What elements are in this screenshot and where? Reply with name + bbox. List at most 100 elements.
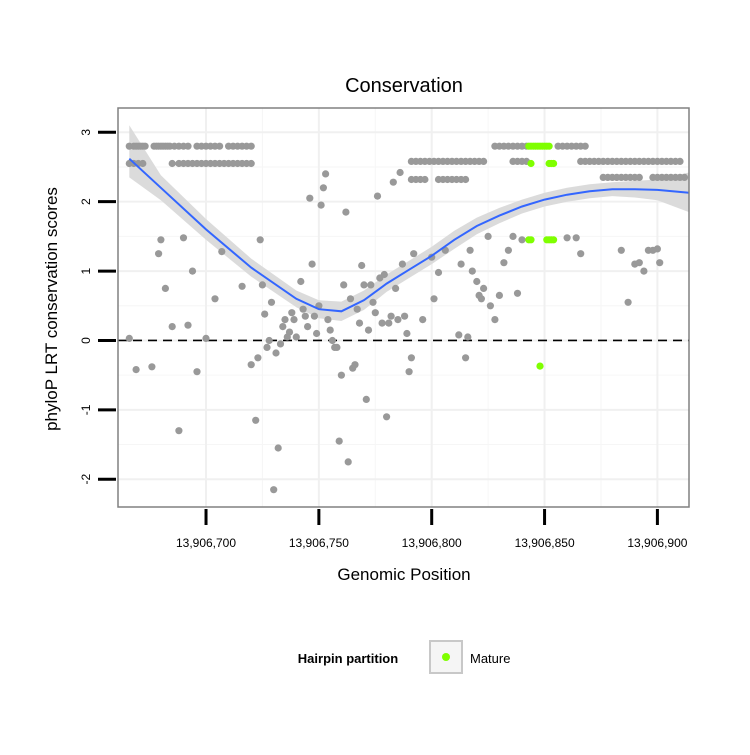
data-point <box>455 331 463 339</box>
data-point <box>254 354 262 362</box>
data-point <box>491 316 499 324</box>
data-point <box>252 416 260 424</box>
data-point <box>401 312 409 320</box>
data-point <box>344 458 352 466</box>
data-point <box>500 259 508 267</box>
data-point <box>378 319 386 327</box>
data-point <box>563 234 571 242</box>
data-point <box>188 267 197 275</box>
data-point <box>355 319 364 327</box>
data-point <box>396 168 404 177</box>
data-point <box>572 234 580 242</box>
data-point <box>256 236 264 244</box>
data-point <box>299 305 307 313</box>
data-point <box>403 329 411 338</box>
data-point <box>653 245 662 253</box>
data-point <box>466 246 474 254</box>
x-tick-label: 13,906,700 <box>176 536 236 550</box>
data-point <box>468 267 476 275</box>
data-point <box>635 259 643 267</box>
data-point <box>394 316 402 324</box>
y-tick-label: -2 <box>79 474 93 485</box>
x-axis-label: Genomic Position <box>337 565 470 584</box>
data-point <box>258 281 266 289</box>
data-point <box>371 309 379 317</box>
data-point <box>656 259 664 267</box>
data-point <box>267 298 276 306</box>
data-point <box>247 142 255 150</box>
plot-background <box>118 108 689 507</box>
data-point <box>322 170 330 178</box>
data-point <box>410 250 418 258</box>
confidence-band <box>129 125 690 321</box>
loess-smooth-line <box>128 157 690 313</box>
data-point <box>274 444 282 452</box>
data-point <box>148 363 156 371</box>
data-point <box>313 329 321 338</box>
data-point <box>139 159 147 168</box>
data-point <box>304 323 312 331</box>
data-point <box>216 142 224 150</box>
data-point <box>369 298 377 306</box>
data-point <box>430 295 438 303</box>
data-point <box>272 349 280 357</box>
data-point <box>285 328 294 336</box>
data-point <box>495 291 503 299</box>
chart-title: Conservation <box>345 75 463 97</box>
y-tick-label: -1 <box>79 404 93 415</box>
data-point <box>434 268 443 277</box>
data-point <box>310 312 318 320</box>
data-point <box>480 284 488 292</box>
data-point <box>324 316 332 324</box>
data-point <box>157 236 165 244</box>
legend-label-mature: Mature <box>470 651 510 666</box>
data-point <box>383 413 391 421</box>
data-point <box>247 159 255 168</box>
data-point <box>326 326 334 334</box>
data-point <box>407 354 415 362</box>
data-point <box>640 267 648 275</box>
plot-area: -2 -1 0 1 2 3 13,906,700 13,906,750 13,906,800 13… <box>79 107 690 550</box>
legend-key-mature <box>442 653 450 661</box>
data-point <box>193 368 201 376</box>
data-point <box>184 321 192 329</box>
data-point <box>518 236 526 244</box>
data-point <box>362 395 370 403</box>
data-point <box>581 142 589 150</box>
data-point <box>281 316 289 324</box>
data-point <box>387 312 395 320</box>
data-point <box>351 361 359 369</box>
y-axis-label: phyloP LRT conservation scores <box>42 187 61 431</box>
data-point <box>484 232 492 240</box>
data-point <box>373 192 382 200</box>
data-point <box>317 201 325 209</box>
legend: Hairpin partition Mature <box>298 640 510 674</box>
data-point <box>398 260 406 268</box>
data-point <box>457 260 465 268</box>
data-point <box>184 142 192 150</box>
y-tick-label: 2 <box>79 198 93 205</box>
data-point <box>168 159 176 168</box>
data-point <box>513 289 522 297</box>
data-point <box>218 248 226 256</box>
data-point <box>247 361 255 369</box>
data-point <box>335 437 343 445</box>
data-point <box>353 305 361 313</box>
data-point <box>340 281 348 289</box>
data-point <box>263 343 271 351</box>
data-point <box>358 261 366 270</box>
data-point <box>333 343 341 351</box>
data-point-mature <box>545 142 553 150</box>
x-tick-label: 13,906,900 <box>627 536 687 550</box>
data-point <box>389 178 397 186</box>
data-point <box>211 295 219 303</box>
data-point <box>279 323 287 331</box>
legend-title: Hairpin partition <box>298 651 398 666</box>
data-point <box>132 366 140 374</box>
data-point <box>179 234 188 242</box>
data-point <box>292 333 300 341</box>
data-point <box>175 427 183 435</box>
y-tick-label: 3 <box>79 129 93 136</box>
data-point <box>360 281 368 289</box>
data-point <box>419 316 427 324</box>
